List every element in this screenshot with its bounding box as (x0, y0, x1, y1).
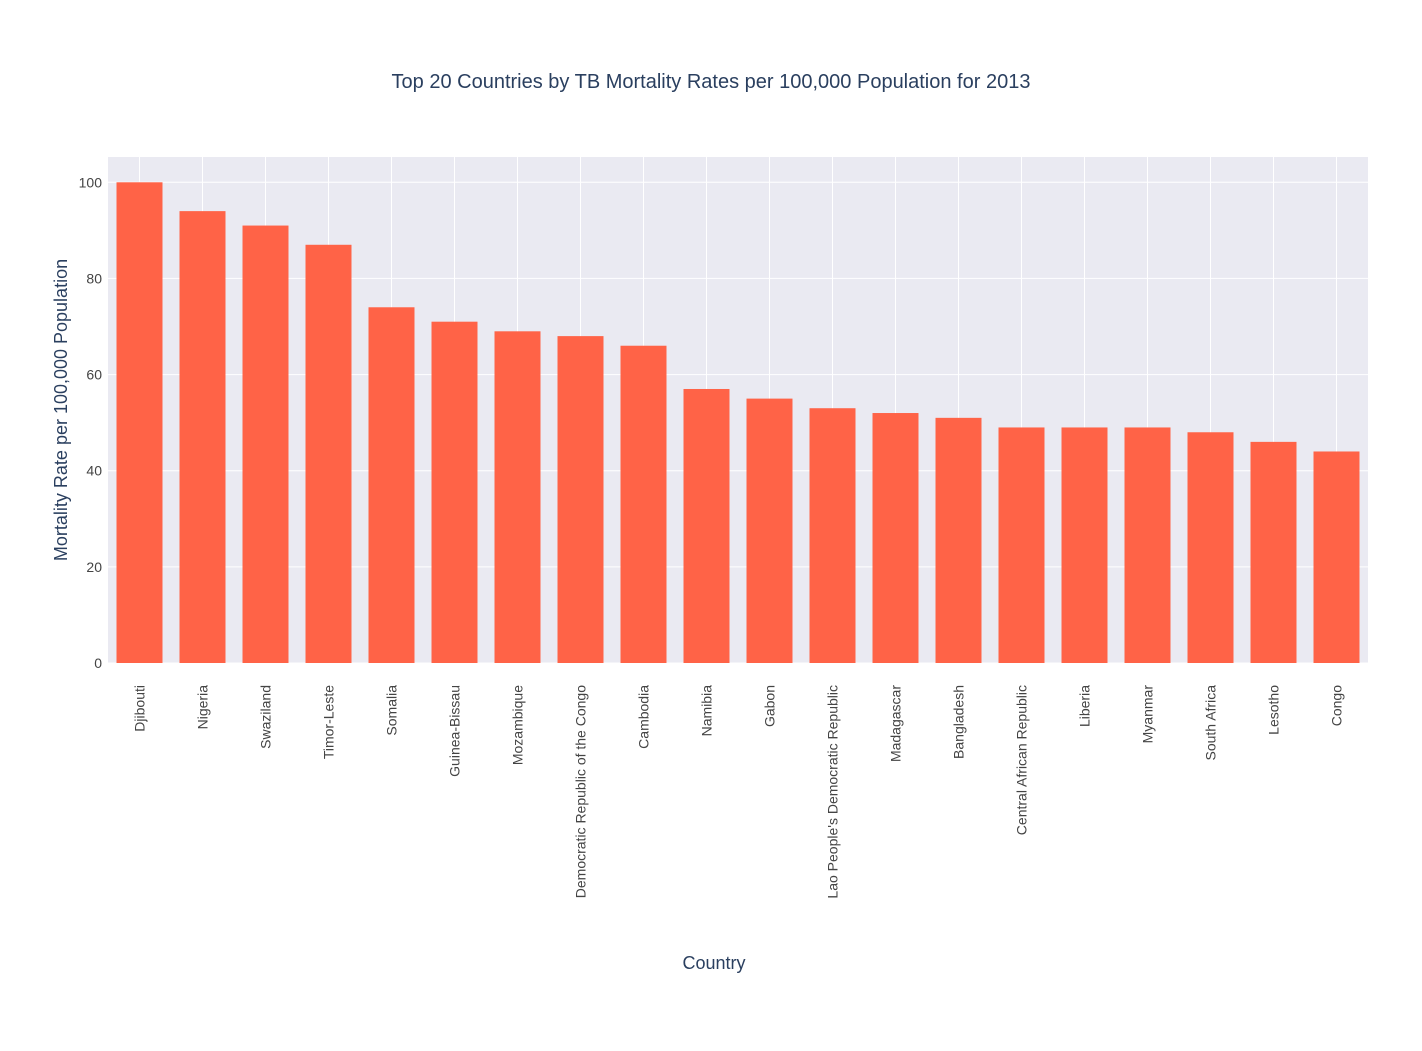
x-tick-label: Cambodia (636, 685, 652, 749)
x-tick-label: Gabon (762, 685, 778, 727)
x-tick-label: Guinea-Bissau (447, 685, 463, 777)
bar (1124, 427, 1171, 663)
y-axis-title: Mortality Rate per 100,000 Population (51, 259, 71, 561)
bar (1313, 451, 1360, 663)
bar (368, 307, 415, 663)
x-tick-label: Central African Republic (1014, 685, 1030, 835)
y-tick-label: 20 (86, 559, 102, 575)
x-tick-label: Mozambique (510, 685, 526, 765)
x-axis-title: Country (682, 953, 745, 973)
x-tick-label: Bangladesh (951, 685, 967, 759)
x-tick-label: Swaziland (258, 685, 274, 749)
x-tick-label: Myanmar (1140, 685, 1156, 744)
bar (998, 427, 1045, 663)
x-tick-label: South Africa (1203, 685, 1219, 761)
y-tick-label: 80 (86, 270, 102, 286)
bar (809, 408, 856, 663)
x-tick-label: Lao People's Democratic Republic (825, 685, 841, 899)
x-tick-label: Congo (1329, 685, 1345, 726)
y-tick-label: 0 (94, 655, 102, 671)
y-tick-label: 60 (86, 367, 102, 383)
x-tick-label: Djibouti (132, 685, 148, 732)
chart-title: Top 20 Countries by TB Mortality Rates p… (392, 71, 1031, 93)
y-tick-label: 100 (79, 174, 103, 190)
y-tick-label: 40 (86, 463, 102, 479)
x-tick-label: Timor-Leste (321, 685, 337, 759)
bar (557, 336, 604, 663)
bar (494, 331, 541, 663)
x-tick-label: Madagascar (888, 685, 904, 762)
bar (620, 345, 667, 663)
x-tick-label: Somalia (384, 685, 400, 736)
bar (1187, 432, 1234, 663)
bar (431, 321, 478, 663)
bar (242, 225, 289, 664)
bar (1061, 427, 1108, 663)
bar (179, 211, 226, 663)
bar (1250, 441, 1297, 663)
x-tick-label: Nigeria (195, 685, 211, 730)
x-tick-label: Namibia (699, 685, 715, 737)
bar (935, 417, 982, 663)
bar (746, 398, 793, 663)
bar (872, 413, 919, 663)
x-tick-label: Lesotho (1266, 685, 1282, 735)
plot-background (108, 157, 1368, 663)
bar (305, 244, 352, 664)
x-tick-label: Liberia (1077, 685, 1093, 727)
bar (683, 388, 730, 663)
bar (116, 182, 163, 663)
x-tick-label: Democratic Republic of the Congo (573, 685, 589, 898)
